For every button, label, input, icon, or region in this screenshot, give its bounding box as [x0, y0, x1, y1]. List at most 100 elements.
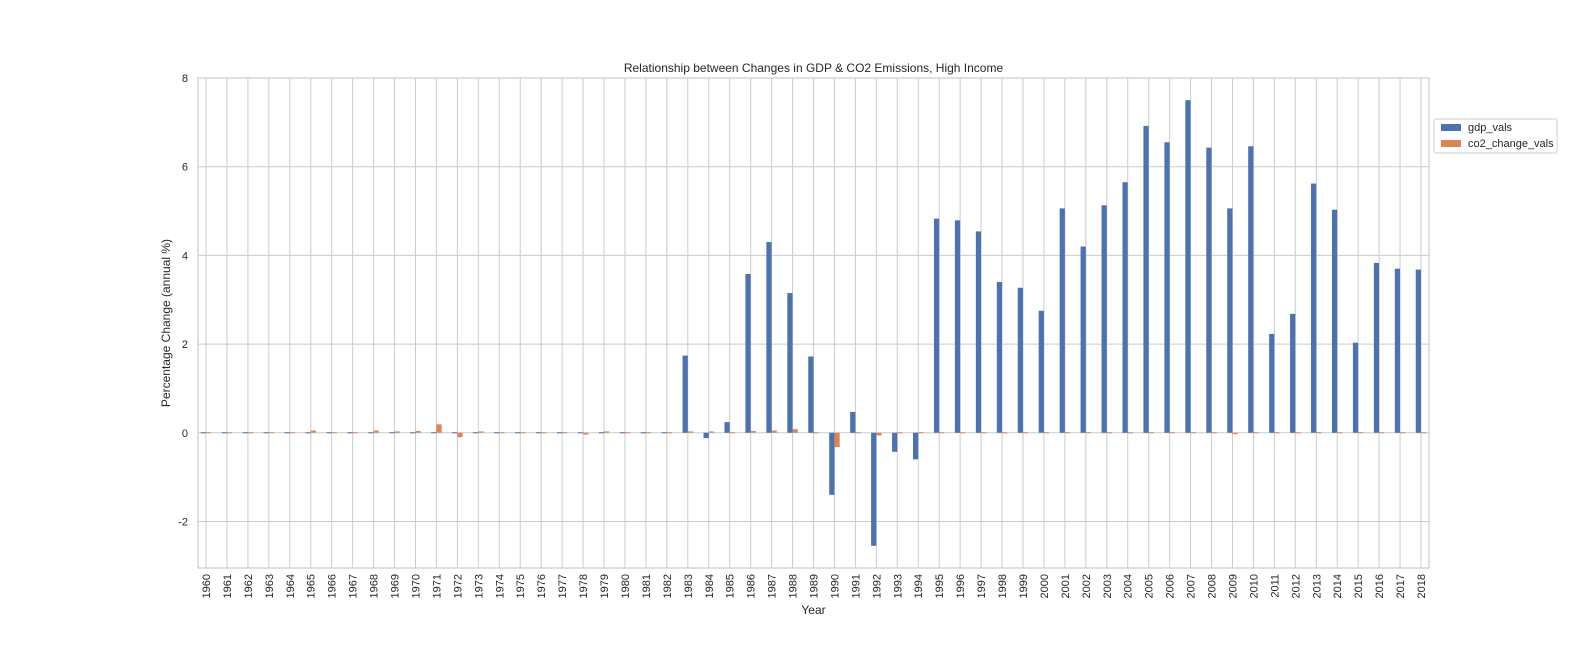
bar-gdp_vals — [954, 220, 961, 433]
bar-co2_change_vals — [645, 432, 652, 434]
y-tick-label: 8 — [182, 73, 188, 85]
bar-gdp_vals — [598, 432, 605, 434]
y-tick-labels: -2 0 2 4 6 8 — [178, 73, 188, 528]
x-tick-label: 2012 — [1290, 574, 1302, 598]
bar-co2_change_vals — [1002, 432, 1008, 434]
bars — [200, 100, 1427, 546]
bar-gdp_vals — [1017, 287, 1023, 433]
bar-gdp_vals — [514, 432, 521, 434]
x-tick-label: 1980 — [620, 574, 632, 598]
bar-gdp_vals — [1080, 246, 1086, 433]
x-tick-label: 1991 — [850, 574, 862, 598]
chart-title: Relationship between Changes in GDP & CO… — [624, 61, 1004, 75]
bar-gdp_vals — [473, 432, 479, 434]
bar-co2_change_vals — [960, 432, 966, 434]
bar-co2_change_vals — [499, 432, 505, 434]
bar-gdp_vals — [1059, 208, 1065, 433]
bar-co2_change_vals — [1274, 432, 1280, 434]
bar-co2_change_vals — [1358, 432, 1364, 434]
bar-gdp_vals — [242, 432, 248, 434]
bar-co2_change_vals — [1295, 432, 1301, 434]
y-tick-label: 4 — [182, 250, 188, 262]
x-tick-label: 1960 — [201, 574, 213, 598]
bar-co2_change_vals — [436, 424, 442, 433]
bar-gdp_vals — [1415, 269, 1421, 433]
x-tick-label: 2007 — [1186, 574, 1198, 598]
legend-frame — [1433, 118, 1558, 154]
x-tick-label: 2000 — [1039, 574, 1051, 598]
x-tick-label: 1966 — [327, 574, 339, 598]
bar-co2_change_vals — [792, 429, 798, 433]
bar-gdp_vals — [368, 432, 374, 434]
bar-co2_change_vals — [1211, 432, 1217, 434]
x-tick-labels: 1960 1961 1962 1963 1964 1965 1966 1967 1968 1969… — [201, 574, 1428, 598]
x-tick-label: 2017 — [1395, 574, 1407, 598]
x-tick-label: 1961 — [222, 574, 234, 598]
x-tick-label: 1981 — [641, 574, 653, 598]
bar-gdp_vals — [996, 281, 1003, 433]
bar-gdp_vals — [619, 432, 625, 434]
bar-gdp_vals — [200, 432, 206, 434]
bar-co2_change_vals — [394, 431, 400, 433]
bar-gdp_vals — [703, 432, 709, 439]
x-tick-label: 1989 — [809, 574, 821, 598]
y-tick-label: 6 — [182, 162, 188, 174]
plot-frame — [197, 77, 1430, 569]
y-axis-label: Percentage Change (annual %) — [159, 239, 173, 407]
x-tick-label: 1984 — [704, 574, 716, 598]
x-tick-label: 1996 — [955, 574, 967, 598]
bar-gdp_vals — [1101, 205, 1107, 433]
legend-label-co2: co2_change_vals — [1468, 138, 1554, 150]
bar-gdp_vals — [1290, 313, 1296, 433]
x-tick-label: 1987 — [767, 574, 779, 598]
bar-gdp_vals — [494, 432, 500, 434]
bar-gdp_vals — [410, 432, 416, 434]
bar-gdp_vals — [221, 432, 227, 434]
bar-co2_change_vals — [624, 432, 631, 434]
bar-co2_change_vals — [520, 432, 526, 434]
bar-co2_change_vals — [1085, 432, 1092, 434]
bar-co2_change_vals — [897, 432, 903, 434]
y-tick-label: 0 — [182, 428, 188, 440]
bar-co2_change_vals — [687, 431, 694, 433]
x-tick-label: 1986 — [746, 574, 758, 598]
x-tick-label: 1970 — [410, 574, 422, 598]
bar-gdp_vals — [913, 432, 919, 460]
x-tick-label: 1990 — [829, 574, 841, 598]
bar-co2_change_vals — [1127, 432, 1133, 434]
bar-gdp_vals — [829, 432, 835, 495]
x-tick-label: 1988 — [788, 574, 800, 598]
bar-co2_change_vals — [939, 432, 945, 434]
x-tick-label: 2013 — [1311, 574, 1323, 598]
x-tick-label: 1968 — [369, 574, 381, 598]
x-tick-label: 2002 — [1081, 574, 1093, 598]
bar-gdp_vals — [975, 231, 982, 433]
bar-gdp_vals — [871, 432, 877, 546]
bar-gdp_vals — [1143, 125, 1149, 433]
x-tick-label: 2004 — [1123, 574, 1135, 598]
x-axis-label: Year — [801, 603, 825, 617]
x-tick-label: 2014 — [1332, 574, 1344, 598]
bar-co2_change_vals — [206, 432, 212, 434]
bar-gdp_vals — [389, 432, 395, 434]
x-tick-label: 1964 — [285, 574, 297, 598]
bar-co2_change_vals — [1337, 432, 1343, 434]
bar-co2_change_vals — [1253, 432, 1259, 434]
bar-co2_change_vals — [373, 430, 379, 433]
bar-gdp_vals — [1373, 262, 1380, 433]
bar-co2_change_vals — [813, 432, 819, 434]
bar-gdp_vals — [326, 432, 332, 434]
bar-gdp_vals — [745, 274, 751, 433]
x-tick-label: 2009 — [1227, 574, 1239, 598]
bar-gdp_vals — [892, 432, 898, 452]
bar-co2_change_vals — [855, 432, 861, 434]
bar-co2_change_vals — [310, 430, 316, 433]
grid-lines — [198, 77, 1429, 568]
x-tick-label: 1963 — [264, 574, 276, 598]
bar-gdp_vals — [305, 432, 311, 434]
x-tick-label: 2010 — [1248, 574, 1260, 598]
x-tick-label: 1999 — [1018, 574, 1030, 598]
bar-co2_change_vals — [729, 432, 735, 434]
x-tick-label: 2006 — [1165, 574, 1177, 598]
x-tick-label: 1982 — [662, 574, 674, 598]
